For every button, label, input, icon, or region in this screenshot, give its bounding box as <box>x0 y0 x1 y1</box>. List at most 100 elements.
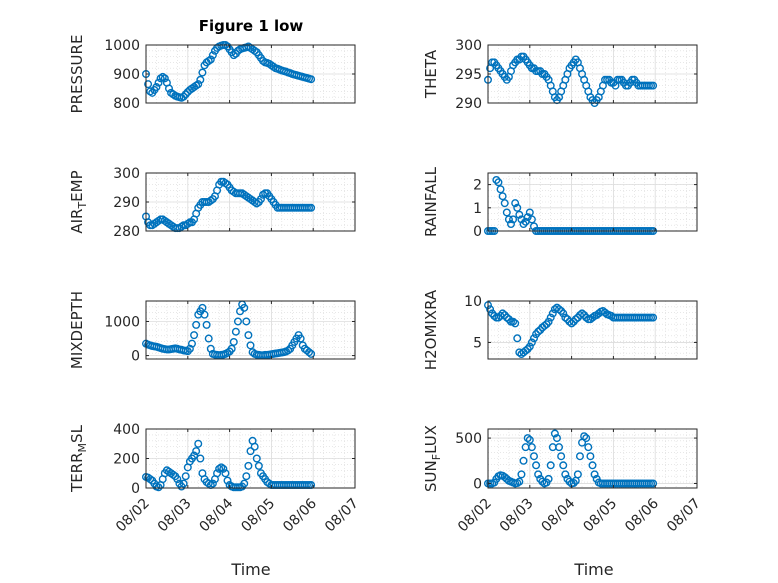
data-point <box>544 474 553 483</box>
data-point <box>567 319 576 328</box>
data-point <box>582 434 591 443</box>
data-point <box>544 317 553 326</box>
data-point <box>588 461 597 470</box>
y-tick-label: 200 <box>113 452 140 468</box>
data-point <box>519 220 528 229</box>
series-markers <box>484 301 658 359</box>
data-point <box>511 319 520 328</box>
x-tick-label: 08/03 <box>155 496 195 536</box>
subplot-7: 0 200 400 TERRMSL 08/02 08/03 08/04 08/05 08/06 0… <box>68 422 362 535</box>
data-point <box>519 456 528 465</box>
x-tick-label: 08/04 <box>539 495 579 535</box>
data-point <box>534 470 543 479</box>
data-point <box>254 461 263 470</box>
data-point <box>506 220 515 229</box>
data-point <box>307 75 316 84</box>
data-point <box>179 479 188 488</box>
data-point <box>190 331 199 340</box>
x-tick-label: 08/06 <box>280 495 320 535</box>
data-point <box>529 222 538 231</box>
data-point <box>525 342 534 351</box>
figure-title: Figure 1 low <box>199 17 304 35</box>
y-tick-label: 500 <box>455 431 482 447</box>
data-point <box>555 305 564 314</box>
series-markers <box>484 429 658 488</box>
data-point <box>649 313 658 322</box>
data-point <box>307 349 316 358</box>
data-point <box>515 477 524 486</box>
data-point <box>502 208 511 217</box>
data-point <box>242 472 251 481</box>
x-tick-label: 08/07 <box>322 496 362 536</box>
subplot-2: 290 295 300 THETA <box>422 38 698 112</box>
data-point <box>557 452 566 461</box>
data-point <box>196 75 205 84</box>
data-point <box>521 346 530 355</box>
data-point <box>229 337 238 346</box>
data-point <box>223 476 232 485</box>
data-point <box>305 348 314 357</box>
data-point <box>181 472 190 481</box>
data-point <box>504 215 513 224</box>
x-tick-label: 08/02 <box>455 496 495 536</box>
data-point <box>590 470 599 479</box>
y-axis-label: PRESSURE <box>68 35 86 114</box>
subplot-5: 0 1000 MIXDEPTH <box>68 291 356 369</box>
data-point <box>227 344 236 353</box>
data-point <box>559 461 568 470</box>
y-axis-label: TERRMSL <box>68 424 89 493</box>
data-point <box>513 203 522 212</box>
y-tick-label: 1000 <box>104 314 140 330</box>
data-point <box>538 477 547 486</box>
data-point <box>204 334 213 343</box>
axes-box <box>487 172 698 232</box>
data-point <box>527 338 536 347</box>
data-point <box>154 78 163 87</box>
data-point <box>496 185 505 194</box>
data-point <box>513 334 522 343</box>
data-point <box>552 434 561 443</box>
subplot-3: 280 290 300 AIRTEMP <box>68 166 356 240</box>
data-point <box>601 308 610 317</box>
x-tick-label: 08/05 <box>238 496 278 536</box>
data-point <box>586 452 595 461</box>
data-point <box>540 321 549 330</box>
x-tick-label: 08/05 <box>580 496 620 536</box>
data-point <box>221 469 230 478</box>
data-point <box>569 479 578 488</box>
data-point <box>233 317 242 326</box>
data-point <box>575 452 584 461</box>
y-tick-label: 800 <box>113 96 140 112</box>
data-point <box>194 439 203 448</box>
data-point <box>559 309 568 318</box>
data-point <box>219 464 228 473</box>
axes-box <box>487 300 698 360</box>
data-point <box>152 83 161 92</box>
y-axis-label: RAINFALL <box>422 166 440 237</box>
data-point <box>525 208 534 217</box>
data-point <box>532 461 541 470</box>
data-point <box>555 443 564 452</box>
series-markers <box>484 52 658 107</box>
data-point <box>509 317 518 326</box>
data-point <box>200 310 209 319</box>
y-tick-label: 295 <box>455 67 482 83</box>
data-point <box>192 320 201 329</box>
data-point <box>296 334 305 343</box>
axes-box <box>487 428 698 489</box>
data-point <box>523 434 532 443</box>
data-point <box>571 315 580 324</box>
data-point <box>240 479 249 488</box>
data-point <box>584 443 593 452</box>
data-point <box>529 452 538 461</box>
data-point <box>550 429 559 438</box>
y-tick-label: 900 <box>113 67 140 83</box>
data-point <box>181 90 190 99</box>
y-axis-label: THETA <box>422 49 440 99</box>
data-point <box>194 80 203 89</box>
data-point <box>160 74 169 83</box>
data-point <box>492 175 501 184</box>
y-tick-label: 2 <box>473 178 482 194</box>
y-axis-label: MIXDEPTH <box>68 291 86 369</box>
data-point <box>523 213 532 222</box>
